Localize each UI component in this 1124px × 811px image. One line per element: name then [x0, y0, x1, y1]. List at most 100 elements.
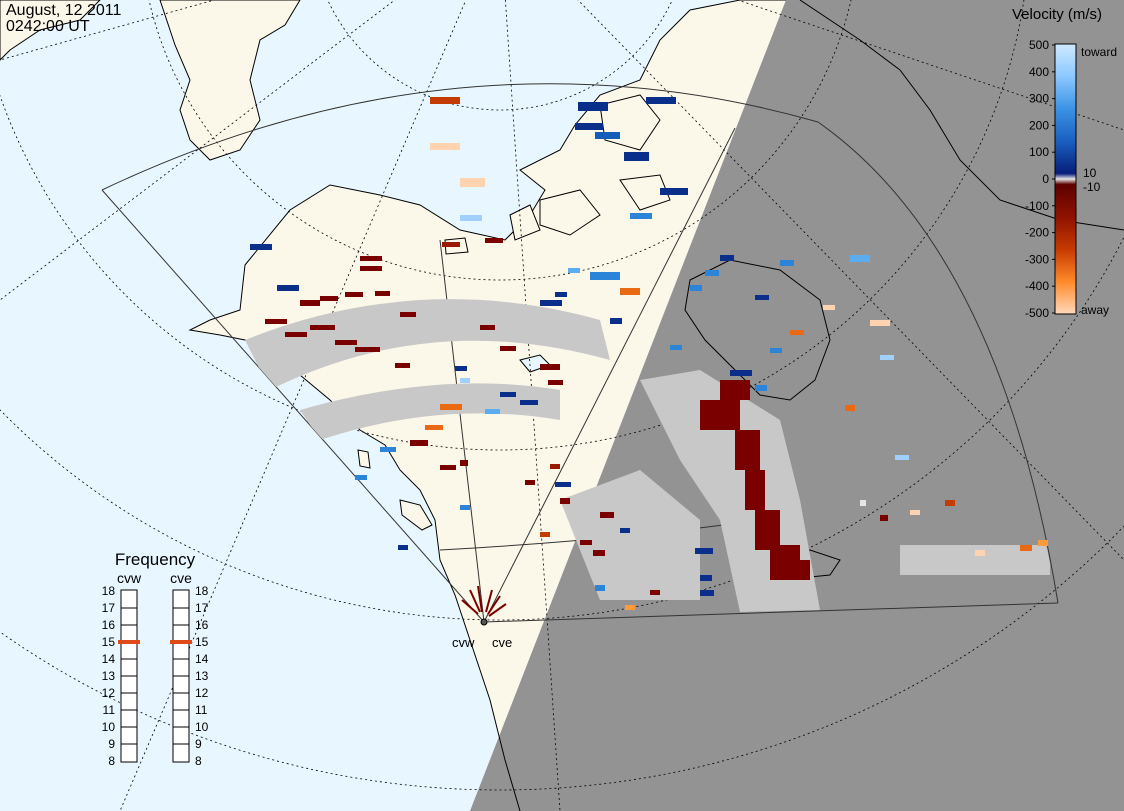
- frequency-radar-label: cvw: [117, 570, 142, 586]
- radar-site-rays: [461, 585, 507, 617]
- velocity-cell: [430, 97, 460, 104]
- velocity-cell: [720, 255, 734, 261]
- velocity-cell: [575, 123, 603, 130]
- velocity-cells: [250, 97, 1048, 610]
- velocity-cell: [455, 366, 467, 371]
- velocity-cell: [880, 515, 888, 521]
- frequency-title: Frequency: [115, 550, 196, 569]
- velocity-cell-cluster: [720, 380, 750, 400]
- velocity-cell: [646, 97, 676, 104]
- frequency-level-label: 11: [195, 703, 208, 717]
- velocity-cell: [300, 300, 320, 306]
- header-time: 0242:00 UT: [6, 18, 90, 35]
- colorbar-ticks: 500 400 300 200 100 0 -100 -200 -300 -400 -500 towa…: [1025, 38, 1117, 320]
- island-arctic-2: [539, 189, 601, 236]
- colorbar-tick-label: 400: [1029, 65, 1049, 79]
- velocity-cell: [595, 132, 620, 139]
- velocity-cell: [823, 305, 835, 310]
- frequency-radar-label: cve: [170, 570, 192, 586]
- colorbar-inner-tick-label: 10: [1083, 166, 1097, 180]
- landmass-chukotka: [159, 0, 301, 161]
- velocity-cell: [335, 340, 357, 345]
- velocity-cell: [700, 590, 714, 596]
- velocity-cell: [670, 345, 682, 350]
- velocity-cell: [460, 378, 470, 383]
- frequency-level-label: 9: [108, 737, 115, 751]
- velocity-cell: [755, 385, 767, 391]
- frequency-level-label: 15: [195, 635, 209, 649]
- frequency-level-label: 16: [102, 618, 116, 632]
- velocity-cell-cluster: [700, 400, 740, 430]
- frequency-level-label: 17: [195, 601, 209, 615]
- colorbar-tick-label: 100: [1029, 145, 1049, 159]
- frequency-level-label: 9: [195, 737, 202, 751]
- fov-outer-arc: [101, 83, 1059, 604]
- velocity-cell: [705, 270, 719, 276]
- velocity-cell-cluster: [790, 560, 810, 580]
- frequency-level-label: 18: [102, 584, 116, 598]
- colorbar-tick-label: -500: [1025, 306, 1049, 320]
- fov-cvw-edge: [101, 189, 485, 623]
- velocity-cell: [430, 143, 460, 150]
- velocity-cell: [485, 409, 500, 414]
- velocity-cell: [550, 464, 560, 469]
- velocity-cell: [440, 404, 462, 410]
- radar-site-marker: [480, 618, 488, 626]
- velocity-cell: [650, 590, 660, 595]
- frequency-level-label: 13: [195, 669, 209, 683]
- velocity-cell: [460, 178, 485, 187]
- colorbar-tick-label: 300: [1029, 92, 1049, 106]
- velocity-cell: [780, 260, 794, 266]
- velocity-cell: [460, 215, 482, 221]
- velocity-cell: [345, 292, 363, 297]
- velocity-cell: [755, 295, 769, 300]
- velocity-cell: [630, 213, 652, 219]
- velocity-cell: [845, 405, 855, 411]
- frequency-level-label: 13: [102, 669, 116, 683]
- velocity-cell: [595, 585, 605, 591]
- velocity-cell: [1038, 540, 1048, 546]
- radar-site-label-cve: cve: [492, 635, 512, 650]
- velocity-cell: [520, 400, 538, 405]
- velocity-cell: [442, 242, 460, 247]
- colorbar-title: Velocity (m/s): [1012, 6, 1103, 23]
- velocity-cell: [540, 300, 562, 306]
- landmass-siberia: [0, 0, 101, 61]
- velocity-cell: [285, 332, 307, 337]
- velocity-cell: [525, 480, 535, 485]
- velocity-cell: [860, 500, 866, 506]
- frequency-level-label: 15: [102, 635, 116, 649]
- frequency-level-label: 11: [103, 703, 116, 717]
- velocity-cell: [975, 550, 985, 556]
- frequency-selected-marker: [118, 640, 140, 644]
- velocity-cell: [395, 363, 410, 368]
- velocity-cell: [770, 348, 782, 353]
- colorbar-end-label-away: away: [1081, 303, 1109, 317]
- frequency-level-label: 10: [195, 720, 209, 734]
- frequency-level-label: 12: [195, 686, 209, 700]
- velocity-cell: [660, 188, 688, 195]
- velocity-cell: [500, 346, 516, 351]
- frequency-level-label: 14: [195, 652, 209, 666]
- velocity-cell: [624, 152, 649, 161]
- velocity-cell: [400, 312, 416, 317]
- velocity-cell: [277, 285, 299, 291]
- velocity-cell: [625, 605, 635, 610]
- velocity-cell: [548, 380, 563, 385]
- velocity-cell: [700, 575, 712, 581]
- velocity-cell: [590, 272, 620, 280]
- velocity-cell: [910, 510, 920, 515]
- velocity-cell: [555, 292, 567, 297]
- velocity-cell: [730, 370, 752, 376]
- velocity-cell: [485, 238, 503, 243]
- velocity-cell: [480, 325, 495, 330]
- velocity-cell: [945, 500, 955, 506]
- velocity-cell: [560, 498, 570, 504]
- velocity-cell: [880, 355, 894, 360]
- velocity-cell: [540, 364, 560, 370]
- velocity-cell: [600, 512, 614, 518]
- colorbar-tick-label: -200: [1025, 226, 1049, 240]
